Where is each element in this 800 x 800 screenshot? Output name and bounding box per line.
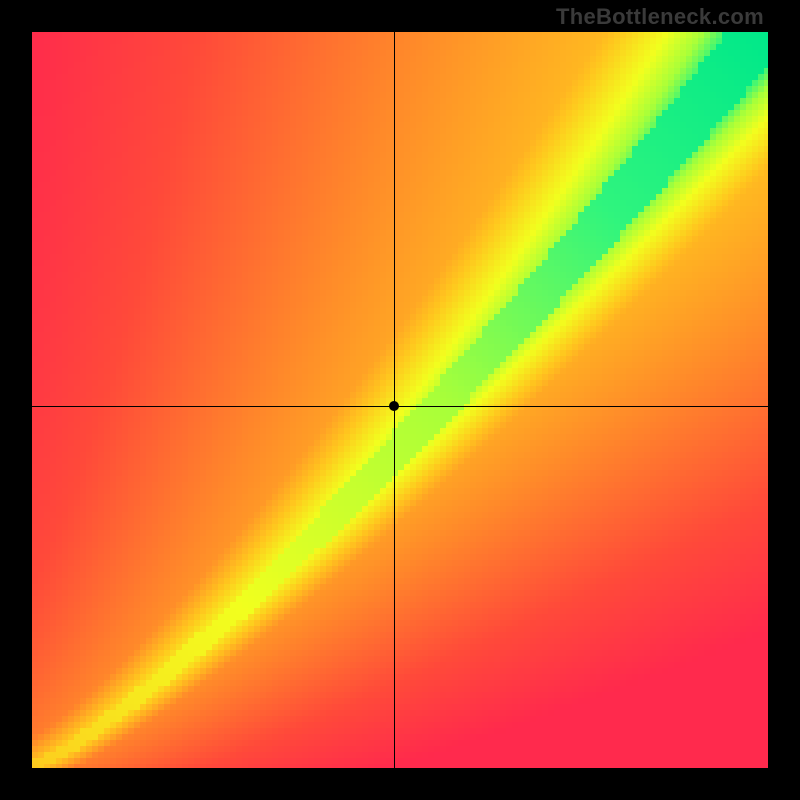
marker-point xyxy=(389,401,399,411)
bottleneck-chart-container: TheBottleneck.com xyxy=(0,0,800,800)
watermark-text: TheBottleneck.com xyxy=(556,4,764,30)
crosshair-horizontal xyxy=(32,406,768,407)
plot-area xyxy=(32,32,768,768)
heatmap-canvas xyxy=(32,32,768,768)
